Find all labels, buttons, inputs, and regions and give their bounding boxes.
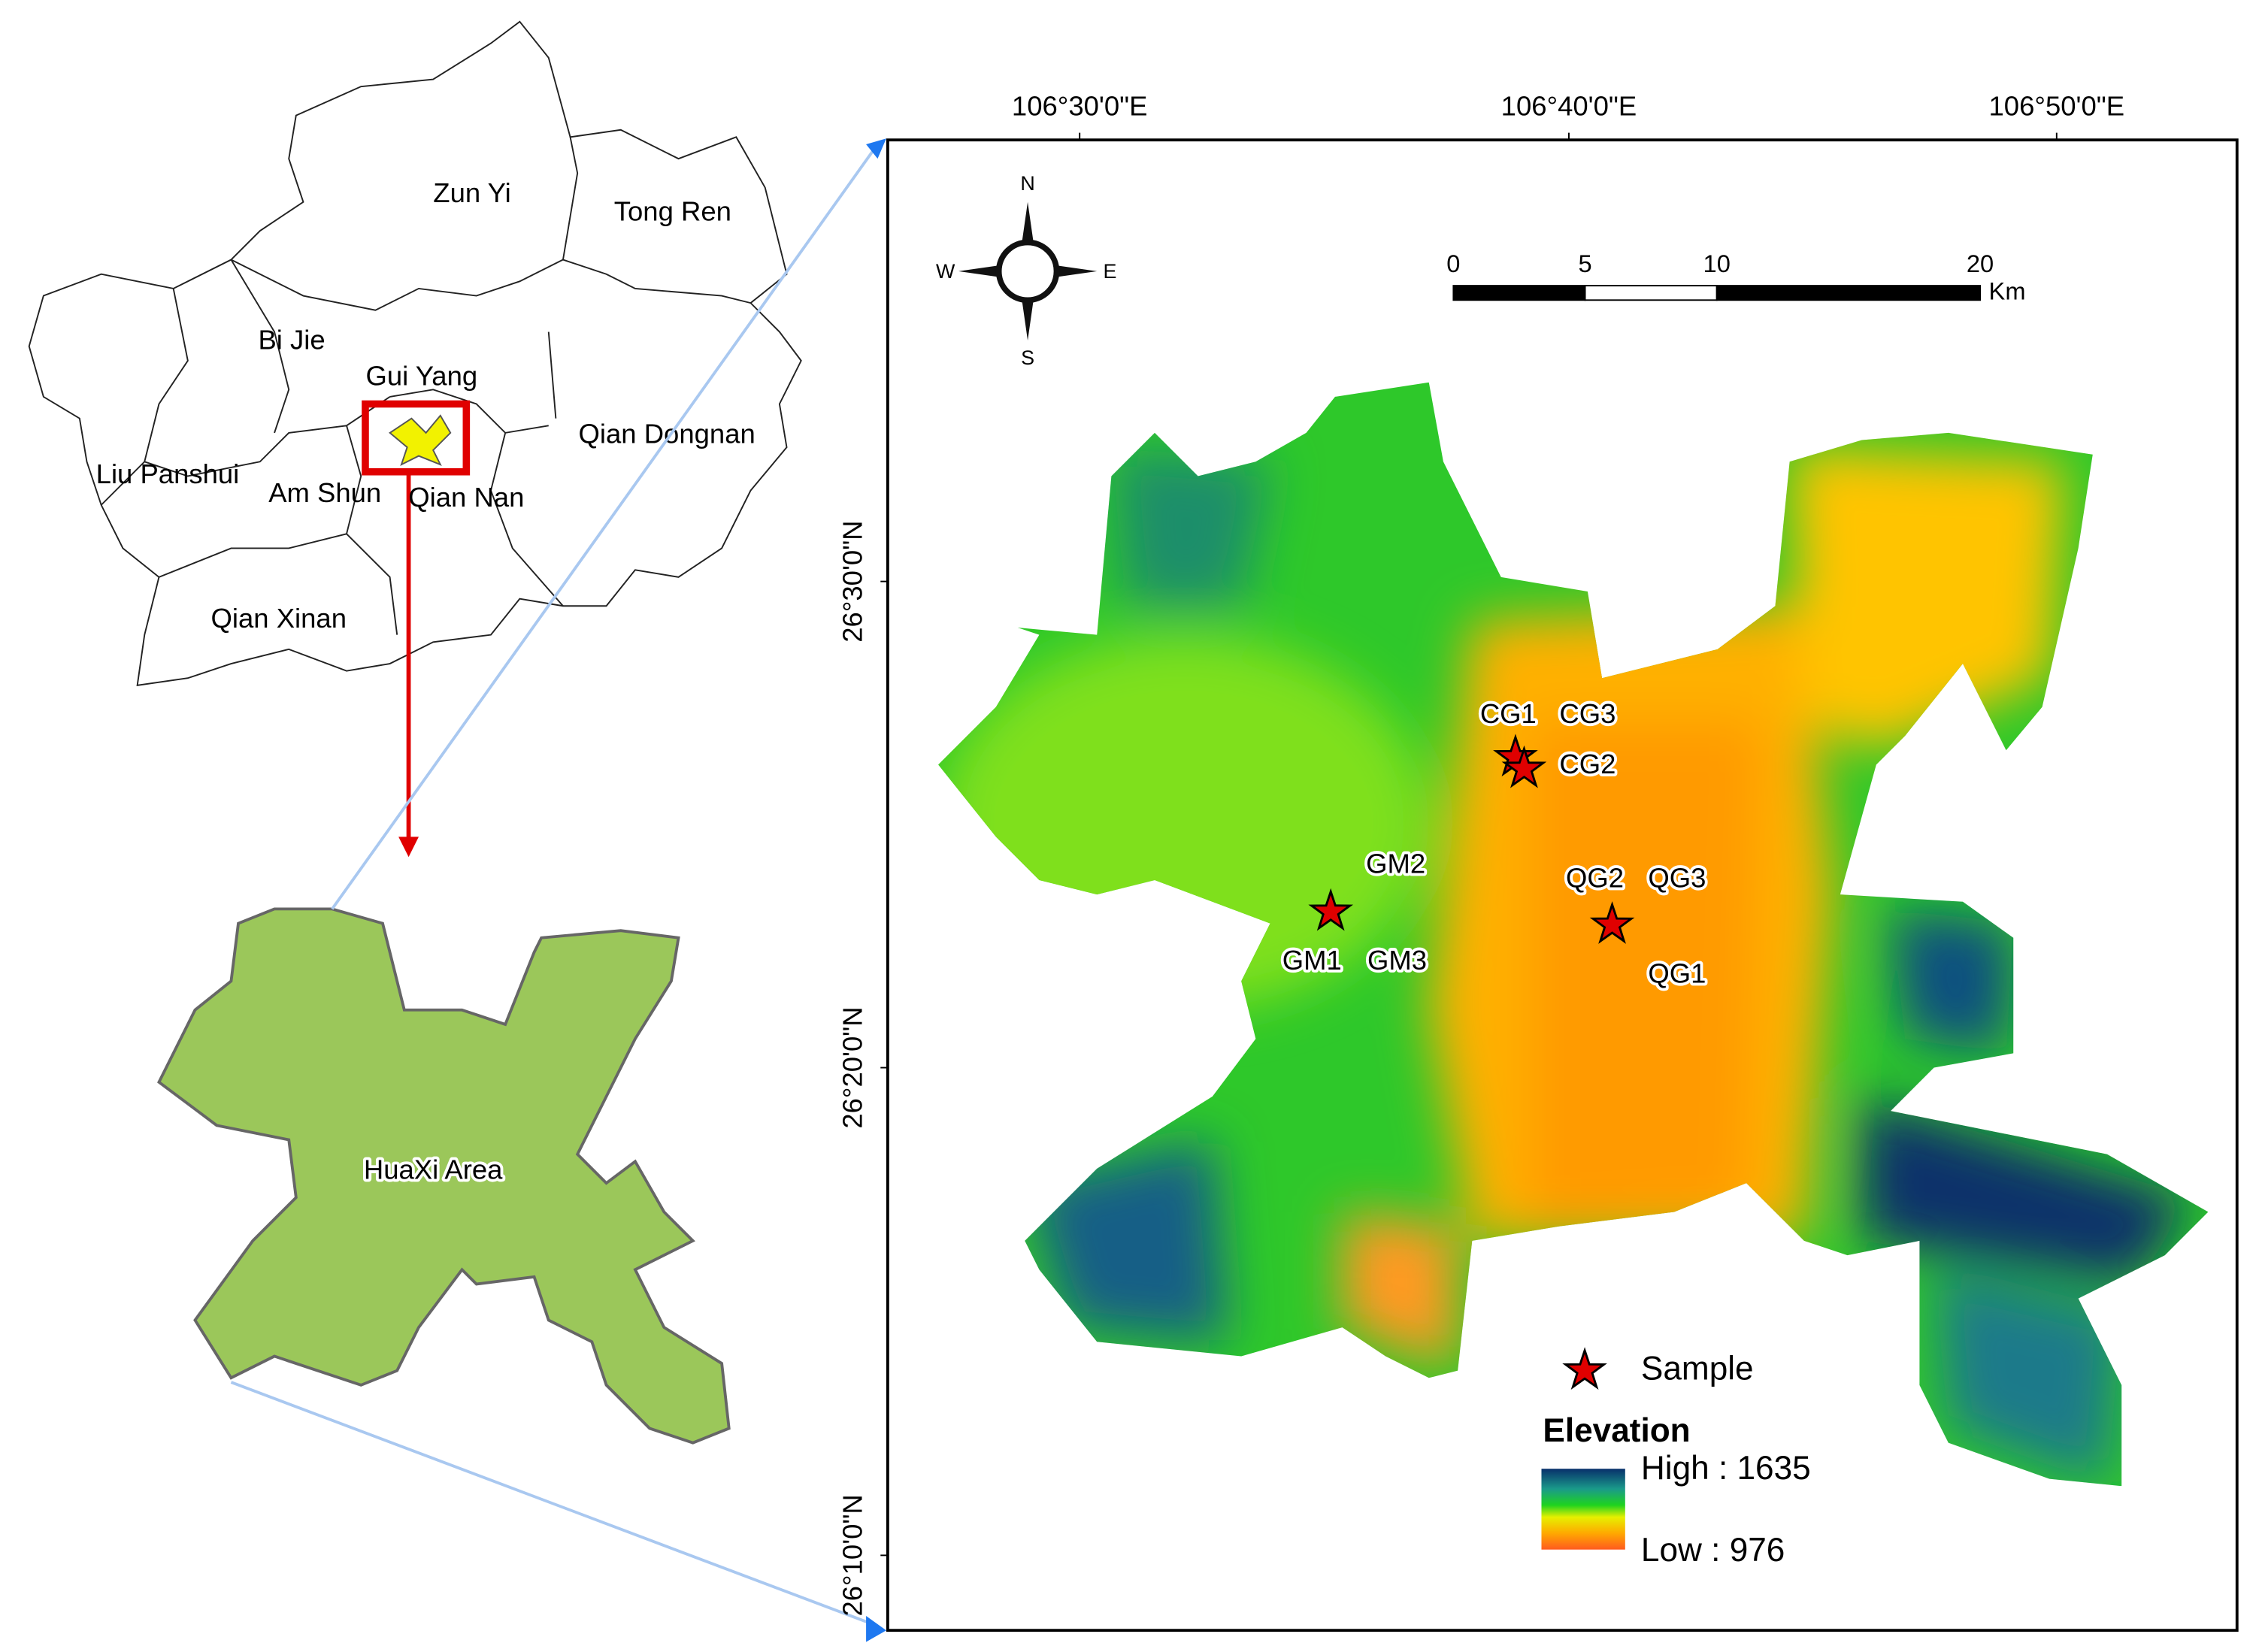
region-label: Gui Yang (365, 361, 477, 392)
scale-tick-label: 0 (1446, 250, 1460, 277)
legend: Sample Elevation High : 1635 Low : 976 (1541, 1349, 1811, 1569)
connector-arrow (866, 1616, 886, 1642)
compass-w: W (936, 260, 955, 283)
sample-label: QG3 (1648, 863, 1706, 894)
locator-box (362, 400, 471, 476)
map-frame (886, 138, 2239, 1632)
latitude-label: 26°30'0"N (837, 520, 868, 642)
latitude-label: 26°20'0"N (837, 1006, 868, 1128)
connector (331, 143, 880, 910)
legend-title: Elevation (1543, 1412, 1690, 1449)
sample-label: GM3 (1367, 945, 1427, 976)
sample-label: CG2 (1559, 749, 1616, 779)
region-label: Qian Xinan (211, 603, 347, 634)
scale-segment (1715, 285, 1982, 301)
inset-label: HuaXi Area (364, 1154, 503, 1185)
scale-tick-label: 20 (1967, 250, 1994, 277)
sample-label: GM1 (1282, 945, 1342, 976)
arrow-head (398, 837, 419, 858)
legend-low: Low : 976 (1641, 1532, 1785, 1569)
scale-tick-label: 5 (1578, 250, 1591, 277)
sample-label: CG1 (1480, 698, 1537, 729)
compass-e: E (1104, 260, 1117, 283)
region-label: Zun Yi (433, 177, 510, 208)
longitude-label: 106°30'0"E (1012, 91, 1148, 122)
graticule: 106°30'0"E 106°40'0"E 106°50'0"E 26°30'0… (837, 91, 2124, 1617)
longitude-label: 106°40'0"E (1501, 91, 1637, 122)
compass-s: S (1021, 346, 1034, 369)
scale-segment (1584, 285, 1718, 301)
region-label: Qian Dongnan (579, 418, 756, 449)
legend-star (1564, 1349, 1606, 1388)
region-label: Qian Nan (408, 482, 524, 513)
sample-label: GM2 (1366, 848, 1425, 879)
scale-unit: Km (1989, 277, 2026, 304)
compass-n: N (1020, 172, 1034, 195)
scale-segment (1452, 285, 1586, 301)
scale-tick-label: 10 (1703, 250, 1731, 277)
connector-arrow (866, 138, 886, 159)
locator-area (388, 414, 452, 467)
scale-bar: Km 0 5 10 20 (1446, 250, 2025, 304)
sample-label: QG2 (1566, 863, 1624, 894)
latitude-label: 26°10'0"N (837, 1494, 868, 1616)
province-map: Zun Yi Tong Ren Bi Jie Gui Yang Qian Don… (28, 20, 802, 858)
sample-label: CG3 (1559, 698, 1616, 729)
legend-ramp (1541, 1469, 1625, 1550)
region-label: Liu Panshui (96, 458, 240, 489)
connector (230, 1381, 879, 1628)
inset-area (157, 907, 731, 1445)
sample-label: QG1 (1648, 958, 1706, 988)
legend-high: High : 1635 (1641, 1450, 1811, 1487)
north-arrow: N S W E (936, 172, 1116, 369)
longitude-label: 106°50'0"E (1989, 91, 2125, 122)
legend-sample: Sample (1641, 1350, 1754, 1387)
region-label: Bi Jie (258, 325, 325, 356)
region-label: Tong Ren (614, 196, 731, 227)
samples: CG1 CG3 CG2 GM2 GM1 GM3 QG2 QG3 QG1 (1279, 695, 1709, 991)
region-label: Am Shun (268, 477, 381, 508)
elevation-raster (938, 382, 2209, 1487)
